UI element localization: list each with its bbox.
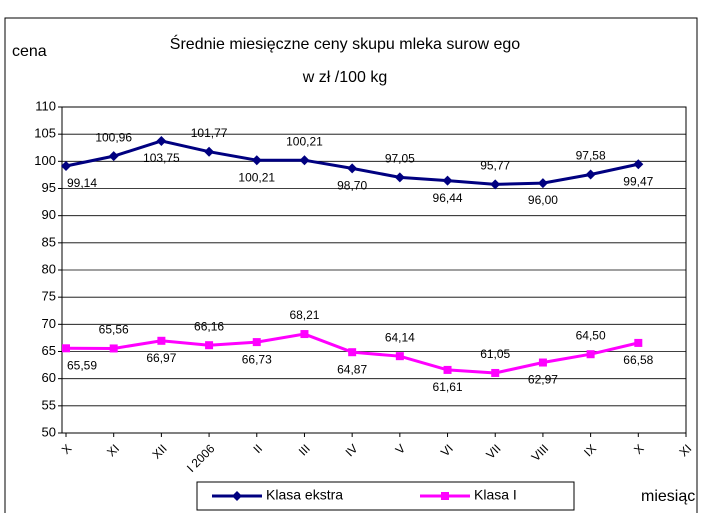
- data-label: 100,21: [238, 170, 275, 184]
- y-tick-label: 105: [34, 126, 56, 141]
- data-point: [634, 338, 643, 347]
- data-point: [348, 348, 357, 357]
- y-tick-label: 85: [42, 234, 56, 249]
- data-point: [633, 159, 644, 170]
- data-label: 96,44: [433, 191, 463, 205]
- y-tick-label: 75: [42, 289, 56, 304]
- data-label: 98,70: [337, 179, 367, 193]
- data-label: 100,96: [95, 130, 132, 144]
- x-tick-label: II: [251, 441, 266, 456]
- chart-title: Średnie miesięczne ceny skupu mleka suro…: [170, 34, 521, 53]
- x-tick-label: XI: [676, 441, 694, 459]
- y-tick-label: 110: [35, 98, 56, 113]
- data-label: 66,97: [146, 351, 176, 365]
- x-tick-label: IX: [581, 441, 599, 459]
- y-tick-label: 60: [42, 370, 56, 385]
- data-label: 66,73: [242, 352, 272, 366]
- chart-frame: [4, 17, 698, 513]
- data-point: [204, 146, 215, 157]
- y-tick-label: 70: [42, 316, 56, 331]
- data-point: [62, 344, 70, 353]
- data-point: [156, 135, 167, 146]
- data-point: [586, 350, 595, 359]
- y-tick-label: 100: [34, 153, 56, 168]
- data-label: 61,61: [433, 380, 463, 394]
- data-label: 99,14: [67, 176, 97, 190]
- plot-frame: [61, 106, 687, 434]
- data-point: [395, 352, 404, 361]
- data-label: 95,77: [480, 158, 510, 172]
- data-point: [491, 368, 500, 377]
- data-label: 97,05: [385, 152, 415, 166]
- data-label: 100,21: [286, 134, 323, 148]
- data-label: 64,14: [385, 330, 415, 344]
- data-label: 61,05: [480, 347, 510, 361]
- data-point: [108, 151, 119, 162]
- data-label: 99,47: [623, 174, 653, 188]
- data-point: [299, 155, 310, 166]
- data-point: [109, 344, 118, 353]
- y-tick-label: 55: [42, 397, 56, 412]
- data-label: 96,00: [528, 193, 558, 207]
- x-tick-label: X: [59, 441, 75, 457]
- x-tick-label: III: [296, 441, 313, 458]
- data-point: [490, 179, 501, 190]
- x-tick-label: VII: [483, 441, 503, 461]
- data-label: 97,58: [576, 149, 606, 163]
- x-tick-label: VIII: [529, 441, 552, 464]
- data-point: [251, 155, 262, 166]
- chart-subtitle: w zł /100 kg: [302, 69, 387, 86]
- legend-marker: [232, 491, 242, 501]
- y-tick-label: 65: [42, 343, 56, 358]
- y-tick-label: 80: [42, 261, 56, 276]
- data-label: 65,56: [99, 323, 129, 337]
- data-label: 66,16: [194, 319, 224, 333]
- data-point: [252, 338, 261, 347]
- x-tick-label: VI: [438, 441, 456, 459]
- y-axis-label: cena: [12, 43, 47, 60]
- data-point: [537, 178, 548, 189]
- x-tick-label: V: [393, 441, 409, 457]
- data-label: 68,21: [289, 308, 319, 322]
- x-tick-label: XII: [149, 441, 169, 461]
- data-label: 103,75: [143, 151, 180, 165]
- x-tick-label: X: [631, 441, 647, 457]
- data-label: 62,97: [528, 373, 558, 387]
- y-tick-label: 90: [42, 207, 56, 222]
- data-point: [585, 169, 596, 180]
- data-point: [205, 341, 214, 350]
- data-point: [157, 336, 166, 345]
- data-point: [300, 330, 309, 339]
- y-tick-label: 95: [42, 180, 56, 195]
- y-tick-label: 50: [42, 424, 56, 439]
- x-tick-label: XI: [104, 441, 122, 459]
- legend-label: Klasa I: [474, 487, 517, 503]
- data-label: 64,87: [337, 362, 367, 376]
- data-point: [538, 358, 547, 367]
- data-point: [442, 175, 453, 186]
- data-label: 66,58: [623, 353, 653, 367]
- legend-label: Klasa ekstra: [266, 487, 343, 503]
- data-label: 101,77: [191, 126, 228, 140]
- data-label: 64,50: [576, 328, 606, 342]
- data-point: [443, 365, 452, 374]
- x-axis-label: miesiąc: [641, 488, 695, 505]
- data-point: [61, 161, 71, 172]
- x-tick-label: IV: [343, 441, 361, 459]
- data-label: 65,59: [67, 358, 97, 372]
- x-tick-label: I 2006: [184, 441, 218, 475]
- data-point: [347, 163, 358, 174]
- legend-marker: [441, 492, 449, 500]
- data-point: [394, 172, 405, 183]
